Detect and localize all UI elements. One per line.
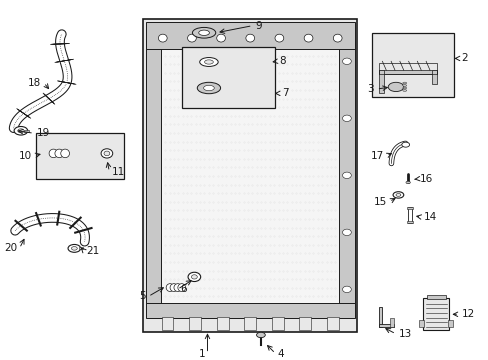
Ellipse shape: [192, 27, 215, 38]
Text: 21: 21: [86, 246, 100, 256]
Ellipse shape: [405, 181, 409, 184]
Text: 7: 7: [281, 88, 288, 98]
Ellipse shape: [187, 34, 196, 42]
Text: 16: 16: [419, 174, 433, 184]
Bar: [447, 320, 452, 327]
Ellipse shape: [342, 58, 350, 64]
Text: 2: 2: [461, 53, 467, 63]
Ellipse shape: [170, 284, 178, 292]
Ellipse shape: [392, 192, 403, 198]
Ellipse shape: [158, 34, 167, 42]
Bar: [389, 318, 393, 327]
Text: 6: 6: [180, 284, 186, 294]
Ellipse shape: [387, 82, 403, 91]
Bar: [217, 317, 228, 330]
Bar: [406, 207, 412, 209]
Ellipse shape: [402, 90, 406, 91]
Bar: [189, 317, 201, 330]
Ellipse shape: [342, 229, 350, 235]
Bar: [418, 320, 423, 327]
Text: 17: 17: [370, 151, 383, 161]
Ellipse shape: [402, 85, 406, 86]
Ellipse shape: [333, 34, 342, 42]
Bar: [145, 303, 354, 318]
Text: 20: 20: [4, 243, 17, 253]
Bar: [299, 317, 310, 330]
Bar: [145, 22, 354, 49]
Ellipse shape: [401, 142, 409, 147]
Text: 5: 5: [139, 292, 145, 301]
Ellipse shape: [61, 149, 69, 158]
Ellipse shape: [395, 193, 400, 196]
Bar: [406, 221, 412, 224]
Text: 9: 9: [255, 21, 261, 31]
Ellipse shape: [101, 149, 113, 158]
Bar: [244, 317, 256, 330]
Bar: [326, 317, 338, 330]
Ellipse shape: [203, 85, 214, 91]
Text: 15: 15: [373, 197, 386, 207]
Bar: [378, 307, 382, 327]
Bar: [143, 18, 356, 332]
Bar: [422, 298, 448, 330]
Text: 8: 8: [279, 56, 285, 66]
Ellipse shape: [304, 34, 312, 42]
Bar: [378, 70, 383, 93]
Bar: [426, 295, 445, 299]
Bar: [182, 47, 274, 108]
Text: 11: 11: [112, 167, 125, 177]
Text: 3: 3: [367, 84, 373, 94]
Ellipse shape: [402, 87, 406, 89]
Text: 1: 1: [198, 348, 204, 359]
Text: 18: 18: [28, 78, 41, 88]
Bar: [378, 70, 436, 74]
Ellipse shape: [55, 149, 63, 158]
Ellipse shape: [198, 30, 209, 35]
Bar: [160, 40, 340, 303]
Ellipse shape: [178, 284, 185, 292]
Bar: [162, 317, 173, 330]
Text: 12: 12: [461, 309, 474, 319]
Bar: [79, 247, 83, 249]
Ellipse shape: [256, 332, 265, 338]
Bar: [431, 70, 436, 85]
Ellipse shape: [199, 58, 218, 67]
Bar: [371, 33, 453, 97]
Bar: [407, 207, 411, 224]
Bar: [378, 324, 393, 327]
Ellipse shape: [245, 34, 254, 42]
Text: 19: 19: [37, 128, 50, 138]
Ellipse shape: [49, 149, 58, 158]
Ellipse shape: [18, 129, 24, 133]
Ellipse shape: [342, 115, 350, 122]
Text: 14: 14: [423, 212, 436, 222]
Ellipse shape: [188, 272, 200, 282]
Ellipse shape: [71, 247, 77, 250]
Bar: [339, 40, 354, 303]
Bar: [271, 317, 283, 330]
Ellipse shape: [174, 284, 182, 292]
Ellipse shape: [68, 244, 81, 252]
Text: 13: 13: [398, 329, 411, 339]
Text: 10: 10: [19, 151, 32, 161]
Bar: [378, 63, 436, 74]
Ellipse shape: [197, 82, 220, 94]
Ellipse shape: [342, 172, 350, 179]
Ellipse shape: [191, 275, 197, 279]
Ellipse shape: [216, 34, 225, 42]
Ellipse shape: [204, 60, 213, 64]
Ellipse shape: [104, 151, 110, 156]
Ellipse shape: [402, 82, 406, 84]
Bar: [145, 40, 161, 303]
Bar: [24, 130, 29, 132]
Text: 4: 4: [277, 348, 284, 359]
Ellipse shape: [166, 284, 174, 292]
Ellipse shape: [274, 34, 283, 42]
Ellipse shape: [342, 286, 350, 293]
Bar: [37, 132, 123, 179]
Ellipse shape: [14, 126, 28, 135]
